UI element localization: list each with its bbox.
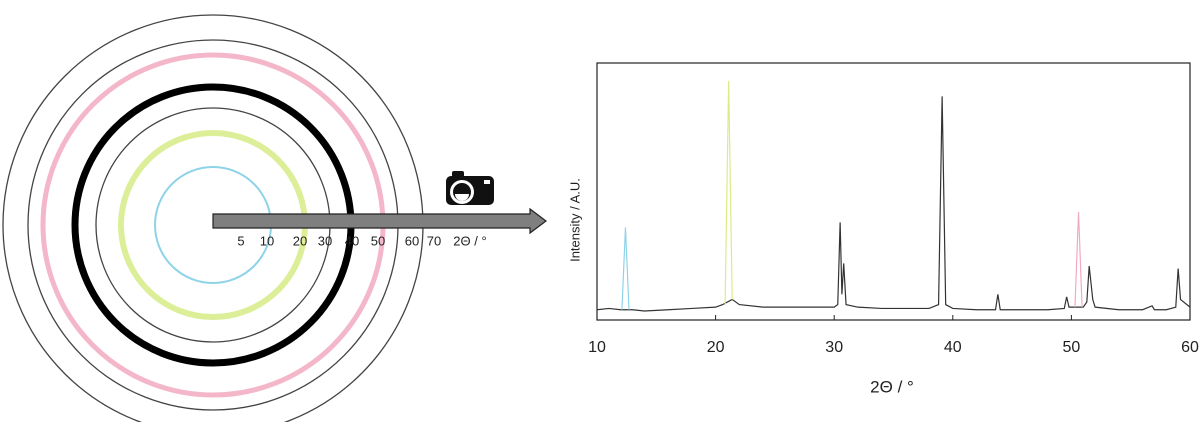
x-tick-label: 50 <box>1063 339 1081 356</box>
ring-label: 30 <box>318 233 332 248</box>
x-axis-label: 2Θ / ° <box>870 377 914 396</box>
ring-label: 5 <box>237 233 244 248</box>
y-axis-label: Intensity / A.U. <box>567 178 582 262</box>
spectrum-line <box>621 227 630 310</box>
ring-diagram: 5 10 20 30 40 50 60 70 2Θ / ° <box>2 14 547 422</box>
spectrum-line <box>1074 212 1083 308</box>
spectrum-line <box>596 96 1191 312</box>
ring-label: 40 <box>345 233 359 248</box>
ring-label: 70 <box>427 233 441 248</box>
x-tick-label: 20 <box>707 339 725 356</box>
ring-label: 60 <box>405 233 419 248</box>
spectrum-line <box>724 80 733 305</box>
ring-label: 50 <box>371 233 385 248</box>
ring-label: 10 <box>260 233 274 248</box>
x-tick-label: 30 <box>825 339 843 356</box>
x-tick-label: 60 <box>1181 339 1199 356</box>
x-tick-label: 10 <box>588 339 606 356</box>
ring-axis-label: 2Θ / ° <box>453 233 486 248</box>
ring-label: 20 <box>293 233 307 248</box>
x-tick-label: 40 <box>944 339 962 356</box>
plot-frame <box>596 62 1191 321</box>
arrow <box>212 207 547 235</box>
xrd-chart: 2Θ / ° Intensity / A.U. <box>567 62 1191 396</box>
camera-icon <box>446 171 494 205</box>
